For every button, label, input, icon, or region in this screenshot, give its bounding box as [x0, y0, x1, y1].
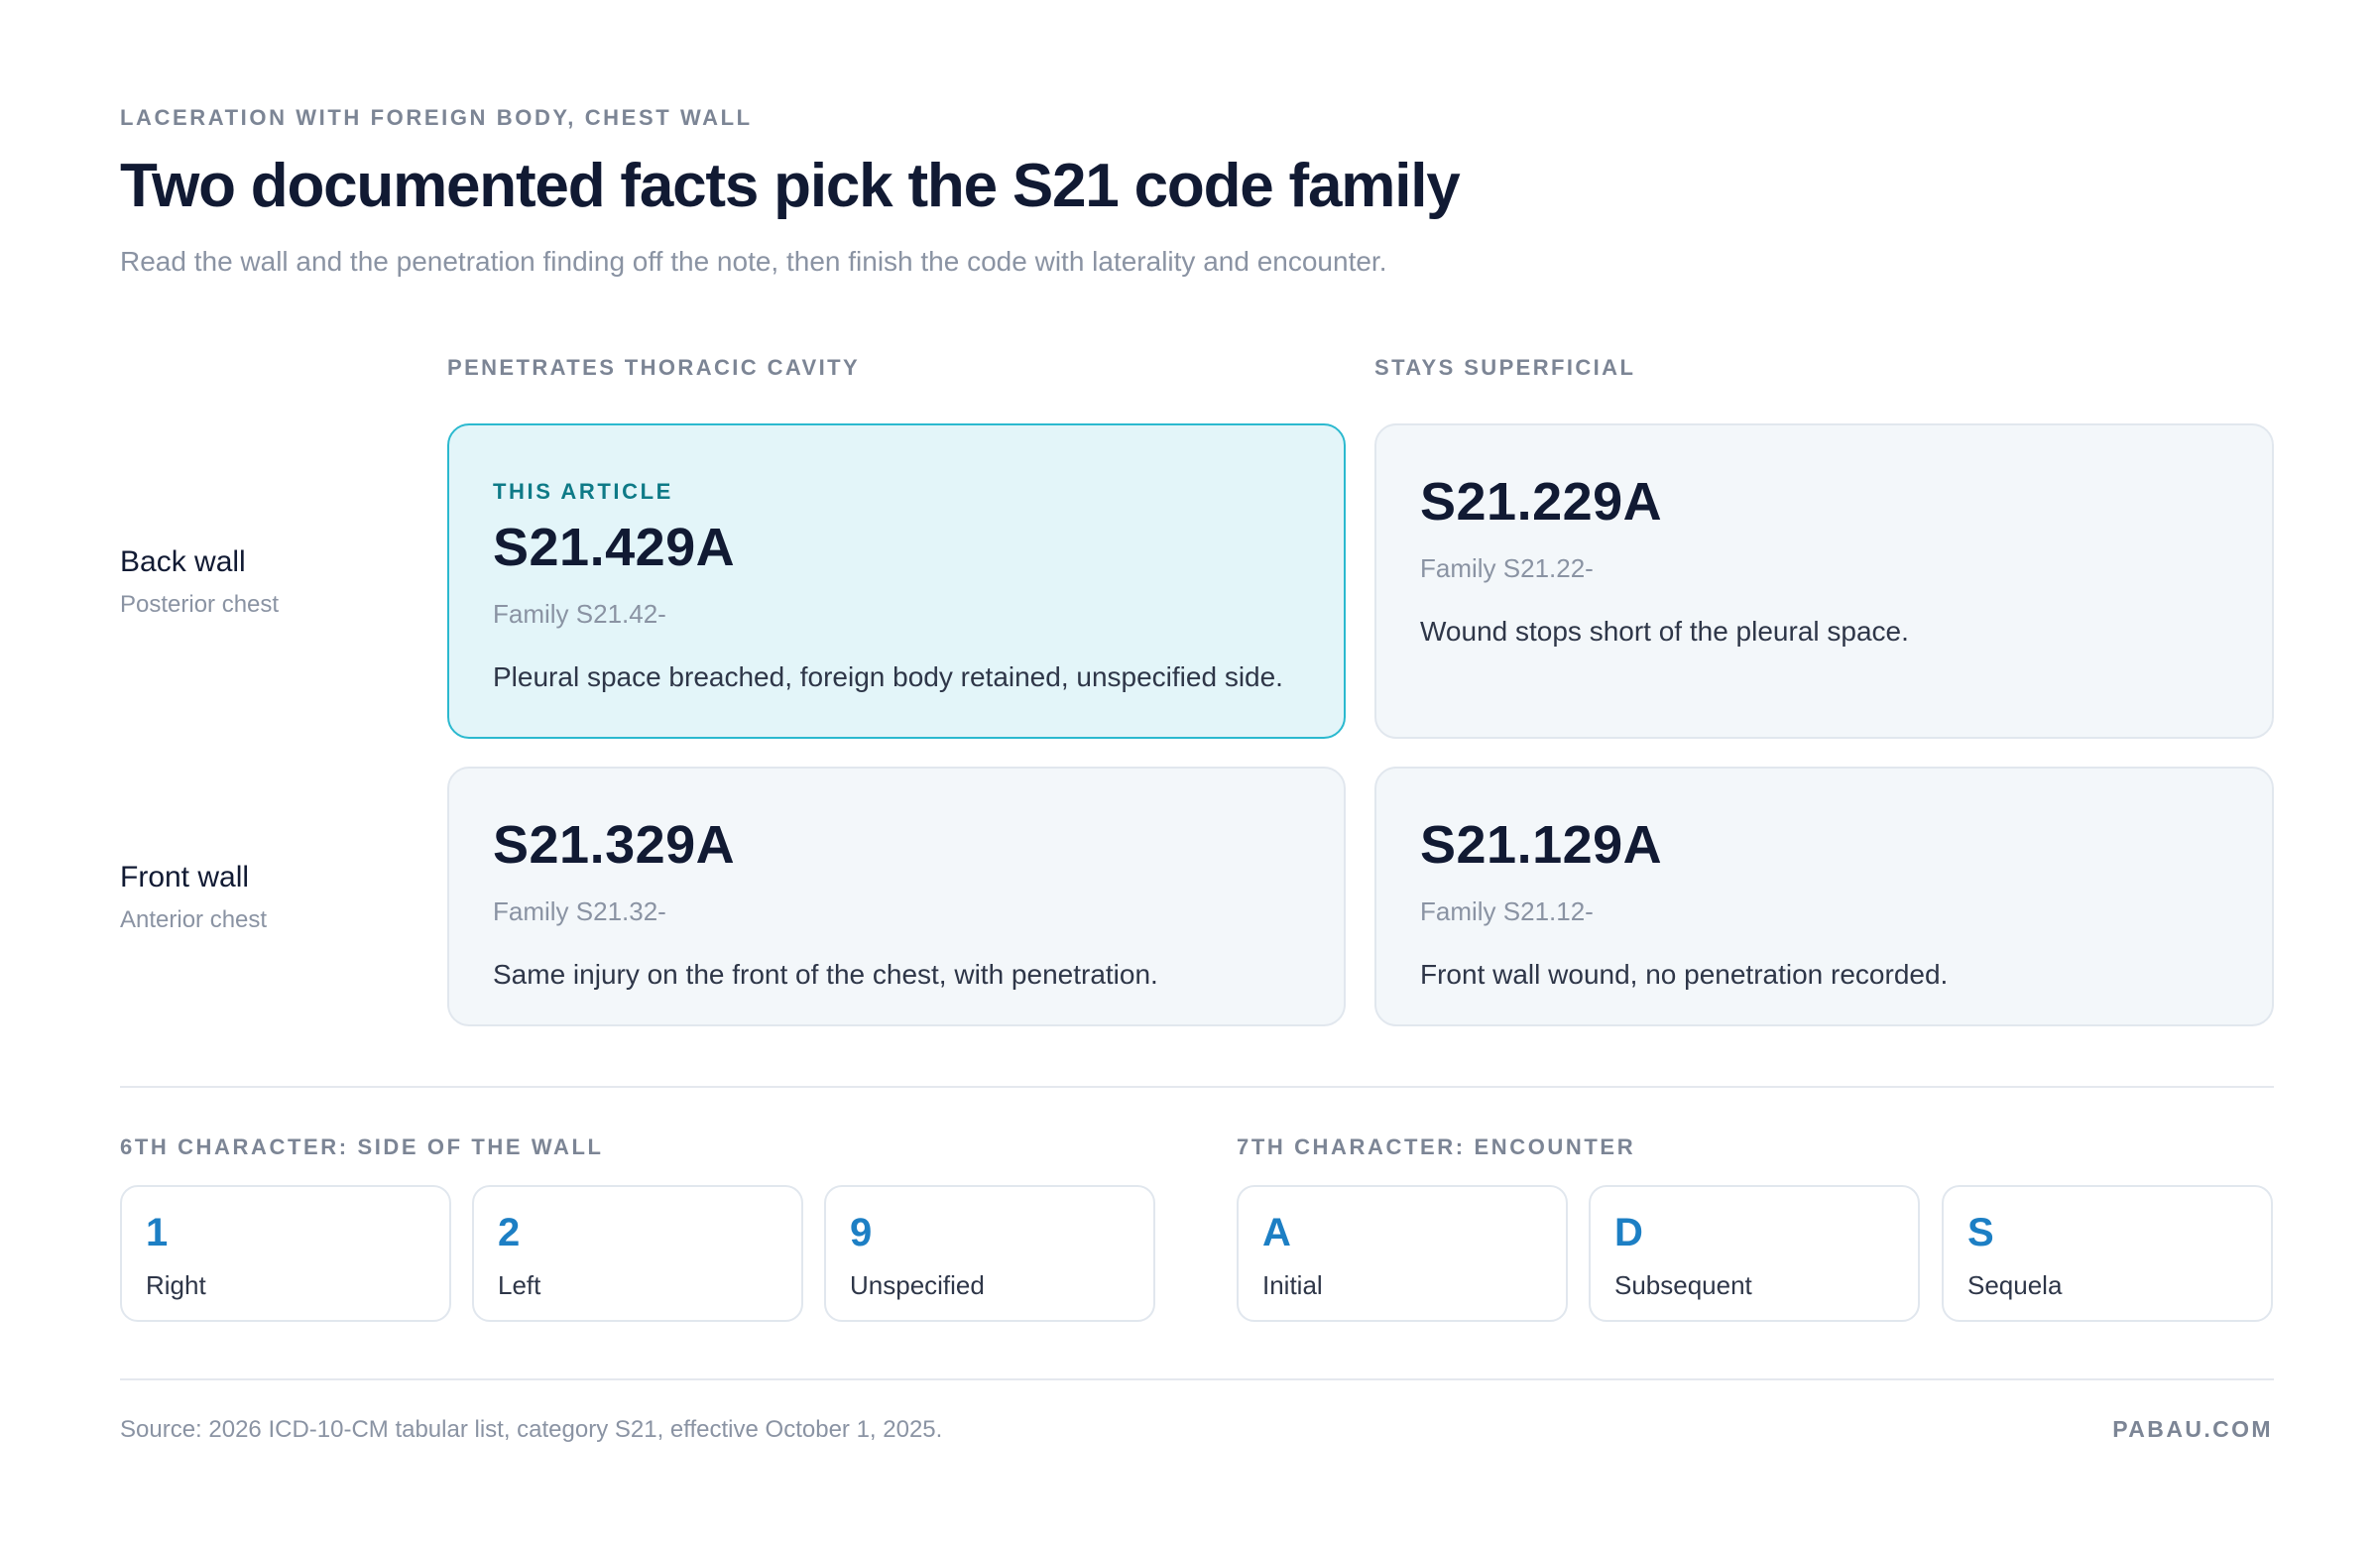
- footer-divider: [120, 1378, 2274, 1380]
- code-card-front-penetrates[interactable]: S21.329A Family S21.32- Same injury on t…: [447, 767, 1346, 1026]
- code-description: Front wall wound, no penetration recorde…: [1420, 959, 1949, 991]
- seventh-character-heading: 7TH CHARACTER: ENCOUNTER: [1237, 1134, 1636, 1159]
- character-meaning: Right: [146, 1270, 206, 1300]
- code-family: Family S21.22-: [1420, 553, 1594, 584]
- character-meaning: Initial: [1262, 1270, 1323, 1300]
- encounter-option-subsequent[interactable]: D Subsequent: [1589, 1185, 1920, 1322]
- code-family: Family S21.32-: [493, 896, 666, 927]
- brand-link[interactable]: PABAU.COM: [2112, 1416, 2273, 1442]
- sixth-character-heading: 6TH CHARACTER: SIDE OF THE WALL: [120, 1134, 604, 1159]
- encounter-option-initial[interactable]: A Initial: [1237, 1185, 1568, 1322]
- code-value: S21.329A: [493, 815, 736, 875]
- character-meaning: Subsequent: [1614, 1270, 1752, 1300]
- code-card-front-superficial[interactable]: S21.129A Family S21.12- Front wall wound…: [1374, 767, 2274, 1026]
- row-label-back-wall: Back wall Posterior chest: [120, 545, 279, 619]
- section-divider: [120, 1086, 2274, 1088]
- character-letter: 2: [498, 1211, 521, 1254]
- code-family: Family S21.12-: [1420, 896, 1594, 927]
- eyebrow: LACERATION WITH FOREIGN BODY, CHEST WALL: [120, 105, 753, 130]
- row-label-front-wall: Front wall Anterior chest: [120, 861, 267, 934]
- code-value: S21.229A: [1420, 472, 1663, 532]
- character-letter: 9: [850, 1211, 873, 1254]
- character-meaning: Left: [498, 1270, 541, 1300]
- code-description: Pleural space breached, foreign body ret…: [493, 661, 1283, 693]
- row-label-sub: Posterior chest: [120, 591, 280, 618]
- column-header-penetrates: PENETRATES THORACIC CAVITY: [447, 355, 861, 380]
- laterality-option-right[interactable]: 1 Right: [120, 1185, 451, 1322]
- encounter-option-sequela[interactable]: S Sequela: [1942, 1185, 2273, 1322]
- page-title: Two documented facts pick the S21 code f…: [120, 152, 1461, 220]
- character-meaning: Sequela: [1967, 1270, 2063, 1300]
- page-subtitle: Read the wall and the penetration findin…: [120, 246, 1387, 277]
- this-article-tag: THIS ARTICLE: [493, 479, 673, 504]
- source-note: Source: 2026 ICD-10-CM tabular list, cat…: [120, 1416, 943, 1443]
- laterality-option-left[interactable]: 2 Left: [472, 1185, 803, 1322]
- code-description: Same injury on the front of the chest, w…: [493, 959, 1158, 991]
- column-header-superficial: STAYS SUPERFICIAL: [1374, 355, 1636, 380]
- code-value: S21.429A: [493, 518, 736, 577]
- row-label-sub: Anterior chest: [120, 906, 268, 933]
- character-letter: D: [1614, 1211, 1643, 1254]
- row-label-name: Back wall: [120, 545, 246, 578]
- laterality-option-unspecified[interactable]: 9 Unspecified: [824, 1185, 1155, 1322]
- character-letter: S: [1967, 1211, 1994, 1254]
- character-letter: 1: [146, 1211, 169, 1254]
- code-value: S21.129A: [1420, 815, 1663, 875]
- character-letter: A: [1262, 1211, 1291, 1254]
- code-description: Wound stops short of the pleural space.: [1420, 616, 1909, 648]
- code-card-back-penetrates[interactable]: THIS ARTICLE S21.429A Family S21.42- Ple…: [447, 423, 1346, 739]
- row-label-name: Front wall: [120, 861, 250, 893]
- code-card-back-superficial[interactable]: S21.229A Family S21.22- Wound stops shor…: [1374, 423, 2274, 739]
- code-family: Family S21.42-: [493, 599, 666, 630]
- character-meaning: Unspecified: [850, 1270, 985, 1300]
